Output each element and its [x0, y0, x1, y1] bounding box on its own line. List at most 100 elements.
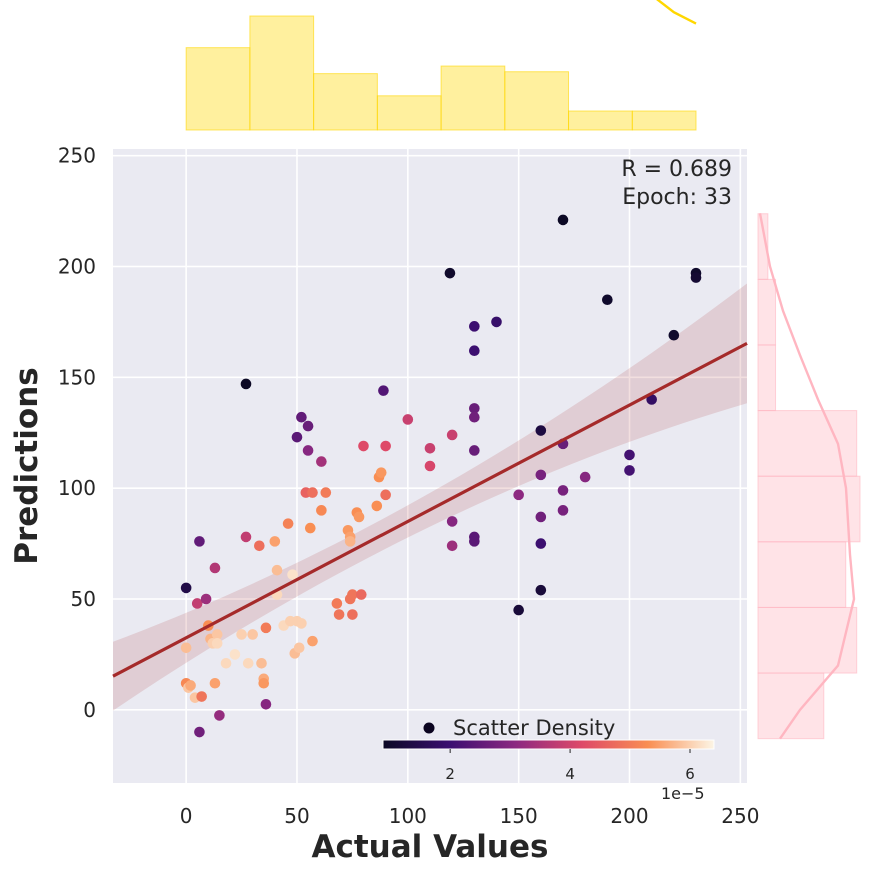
scatter-point [347, 589, 358, 600]
legend-label: Scatter Density [453, 716, 615, 740]
scatter-point [624, 449, 635, 461]
x-axis-label: Actual Values [312, 829, 549, 865]
scatter-point [424, 442, 436, 454]
scatter-point [214, 710, 225, 721]
top-hist-bar [376, 95, 442, 131]
scatter-point [535, 538, 547, 549]
scatter-point [469, 445, 480, 456]
y-tick-labels: 0 50 100 150 200 250 [58, 144, 96, 722]
scatter-point [191, 598, 203, 609]
scatter-point [269, 536, 281, 547]
scatter-point [194, 536, 205, 547]
scatter-point [347, 609, 358, 620]
scatter-point [557, 214, 569, 226]
scatter-point [513, 489, 524, 501]
y-axis-label: Predictions [9, 367, 45, 565]
scatter-point [302, 420, 314, 432]
scatter-point [557, 505, 569, 516]
epoch-annotation: Epoch: 33 [622, 185, 732, 210]
colorbar-tick-label-1: 4 [565, 765, 575, 783]
scatter-point [446, 429, 458, 441]
scatter-point [668, 329, 680, 341]
scatter-point [256, 657, 267, 669]
scatter-point [446, 516, 458, 527]
scatter-point [624, 465, 635, 476]
scatter-point [196, 691, 207, 702]
top-hist-bar [504, 71, 570, 131]
x-tick-labels: 0 50 100 150 200 250 [180, 804, 760, 828]
scatter-point [209, 562, 221, 574]
scatter-point [353, 511, 365, 523]
y-tick-label-1: 50 [71, 587, 96, 611]
scatter-point [402, 414, 414, 425]
scatter-point [602, 294, 613, 306]
x-tick-label-5: 250 [721, 804, 759, 828]
scatter-points [180, 214, 702, 738]
scatter-point [380, 489, 391, 501]
scatter-point [469, 403, 480, 414]
right-hist-bar [757, 475, 861, 543]
r-annotation: R = 0.689 [621, 157, 732, 182]
scatter-point [535, 425, 547, 436]
scatter-point [344, 536, 356, 547]
top-marginal-histogram [185, 0, 697, 131]
scatter-point [180, 642, 192, 654]
scatter-point [180, 582, 192, 594]
scatter-point [316, 456, 327, 467]
confidence-band [113, 283, 747, 711]
scatter-point [194, 726, 205, 738]
scatter-point [185, 680, 196, 691]
scatter-point [557, 485, 569, 496]
scatter-point [247, 629, 258, 640]
y-tick-label-5: 250 [58, 144, 96, 168]
colorbar-offset-label: 1e−5 [661, 784, 705, 803]
scatter-point [380, 440, 391, 452]
colorbar-tick-label-2: 6 [685, 765, 695, 783]
scatter-point [254, 540, 265, 552]
x-tick-label-0: 0 [180, 804, 193, 828]
scatter-point [304, 522, 316, 534]
y-tick-label-2: 100 [58, 476, 96, 500]
scatter-point [469, 321, 480, 332]
scatter-point [320, 487, 332, 498]
right-hist-bar [757, 672, 825, 740]
colorbar-ticks: 2 4 6 [445, 749, 695, 783]
scatter-point [307, 487, 318, 498]
scatter-point [211, 629, 223, 640]
top-hist-bar [568, 110, 633, 131]
colorbar [382, 739, 715, 750]
scatter-point [358, 440, 369, 452]
right-hist-bar [757, 541, 847, 608]
scatter-point [491, 316, 502, 328]
scatter-point [690, 272, 702, 283]
scatter-point [424, 460, 436, 472]
top-hist-bar [313, 73, 378, 131]
x-tick-label-1: 50 [284, 804, 309, 828]
scatter-point [307, 635, 318, 647]
scatter-point [371, 500, 383, 512]
top-hist-bar [440, 65, 506, 131]
scatter-point [271, 564, 283, 576]
scatter-point [355, 589, 367, 600]
x-tick-label-3: 150 [500, 804, 538, 828]
scatter-point [287, 569, 298, 580]
scatter-point [375, 467, 387, 478]
top-hist-bar [249, 15, 315, 131]
y-tick-label-0: 0 [83, 698, 96, 722]
y-tick-label-3: 150 [58, 365, 96, 389]
scatter-point [296, 411, 307, 423]
scatter-point [579, 471, 591, 483]
grid-lines [113, 149, 747, 783]
colorbar-tick-label-0: 2 [445, 765, 455, 783]
scatter-point [240, 531, 252, 543]
scatter-point [469, 345, 480, 357]
legend-marker [423, 722, 435, 734]
right-hist-bar [757, 344, 777, 412]
scatter-point [260, 699, 272, 710]
scatter-point [240, 378, 252, 390]
scatter-point [200, 593, 212, 605]
scatter-point [646, 394, 657, 405]
scatter-point [220, 657, 232, 669]
